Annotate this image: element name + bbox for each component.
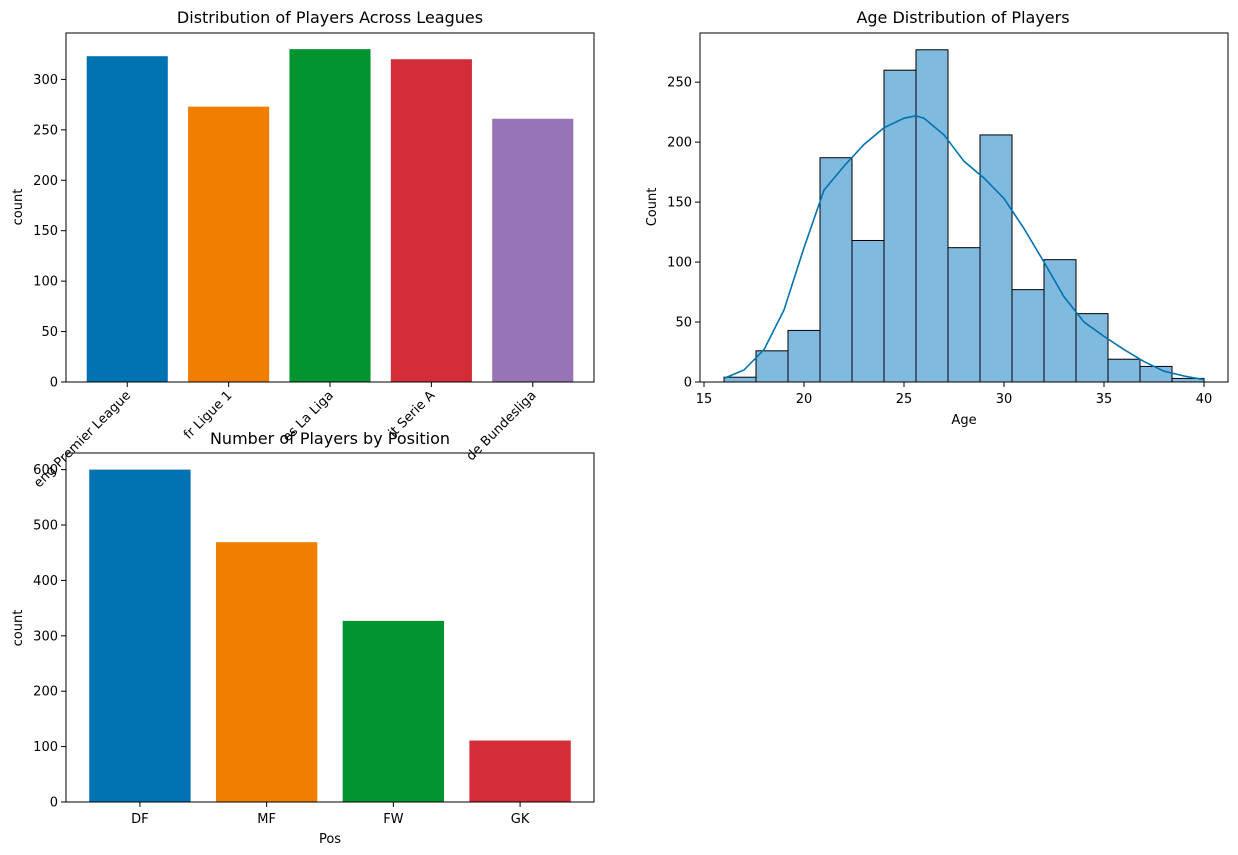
leagues-y-tick-label: 200 xyxy=(33,174,58,189)
age-hist-bar xyxy=(1139,365,1173,383)
age-x-ticks: 15 20 25 30 35 40 xyxy=(696,382,1213,407)
age-hist-bar xyxy=(883,69,917,383)
positions-x-ticks: DF MF FW GK xyxy=(131,802,530,827)
leagues-y-tick-label: 300 xyxy=(33,73,58,88)
age-hist-bar xyxy=(947,247,981,383)
positions-axes-frame xyxy=(65,452,595,803)
age-x-tick-label: 15 xyxy=(696,392,713,407)
age-y-tick-label: 100 xyxy=(667,256,692,271)
age-y-tick-label: 250 xyxy=(667,76,692,91)
age-kde-line xyxy=(723,114,1205,381)
leagues-bar xyxy=(289,49,371,382)
positions-y-tick-label: 0 xyxy=(50,796,58,811)
positions-bar xyxy=(342,620,445,802)
age-y-tick-label: 50 xyxy=(675,316,692,331)
age-y-ticks: 0 50 100 150 200 250 xyxy=(667,76,700,391)
positions-bars xyxy=(89,469,571,802)
age-y-label: Count xyxy=(645,188,660,227)
age-hist-bar xyxy=(755,350,789,383)
age-hist-bar xyxy=(819,157,853,383)
positions-x-label: Pos xyxy=(319,832,341,847)
positions-y-tick-label: 300 xyxy=(33,629,58,644)
age-hist-bar xyxy=(1043,259,1077,383)
age-y-tick-label: 150 xyxy=(667,196,692,211)
age-hist-bar xyxy=(915,49,949,383)
leagues-bars xyxy=(86,49,574,383)
leagues-y-ticks: 0 50 100 150 200 250 300 xyxy=(33,73,66,391)
positions-y-tick-label: 400 xyxy=(33,574,58,589)
age-x-tick-label: 20 xyxy=(796,392,813,407)
positions-bar xyxy=(469,740,571,802)
age-hist-bar xyxy=(787,329,821,383)
leagues-bar xyxy=(86,56,168,382)
leagues-y-label: count xyxy=(11,189,26,226)
age-hist-bar xyxy=(723,376,757,383)
age-hist-bar xyxy=(1075,313,1109,383)
leagues-axes-frame xyxy=(65,32,595,383)
positions-y-tick-label: 200 xyxy=(33,685,58,700)
leagues-bar xyxy=(188,106,270,383)
leagues-y-tick-label: 100 xyxy=(33,275,58,290)
positions-y-tick-label: 600 xyxy=(33,463,58,478)
age-x-label: Age xyxy=(951,413,976,428)
age-x-tick-label: 30 xyxy=(996,392,1013,407)
age-axes-frame xyxy=(699,32,1229,383)
chart-leagues: Distribution of Players Across Leagues 0… xyxy=(11,8,595,491)
age-title: Age Distribution of Players xyxy=(856,8,1069,27)
positions-bar xyxy=(89,469,191,802)
leagues-bar xyxy=(492,118,574,382)
chart-age: Age Distribution of Players 050100150200… xyxy=(645,8,1229,428)
positions-x-tick-label: DF xyxy=(131,812,149,827)
leagues-y-tick-label: 150 xyxy=(33,224,58,239)
positions-y-ticks: 0 100 200 300 400 500 600 xyxy=(33,463,66,811)
age-x-tick-label: 25 xyxy=(896,392,913,407)
positions-y-tick-label: 100 xyxy=(33,740,58,755)
positions-x-tick-label: FW xyxy=(383,812,403,827)
positions-x-tick-label: MF xyxy=(257,812,276,827)
positions-x-tick-label: GK xyxy=(511,812,530,827)
age-y-tick-label: 200 xyxy=(667,136,692,151)
age-hist-bar xyxy=(851,239,885,383)
positions-y-tick-label: 500 xyxy=(33,519,58,534)
leagues-bar xyxy=(390,59,472,382)
leagues-y-tick-label: 0 xyxy=(50,376,58,391)
leagues-title: Distribution of Players Across Leagues xyxy=(177,8,483,27)
age-y-tick-label: 0 xyxy=(684,376,692,391)
leagues-y-tick-label: 50 xyxy=(41,325,58,340)
age-bars xyxy=(723,49,1205,383)
positions-y-label: count xyxy=(11,610,26,647)
age-x-tick-label: 35 xyxy=(1096,392,1113,407)
chart-positions: 0 100 200 300 400 500 600 DF MF FW GK Number of P… xyxy=(11,429,595,847)
positions-title: Number of Players by Position xyxy=(210,429,450,448)
age-x-tick-label: 40 xyxy=(1196,392,1213,407)
age-hist-bar xyxy=(1011,289,1045,383)
positions-bar xyxy=(215,542,318,802)
age-hist-bar xyxy=(979,134,1013,383)
age-hist-bar xyxy=(1107,358,1141,383)
leagues-y-tick-label: 250 xyxy=(33,123,58,138)
